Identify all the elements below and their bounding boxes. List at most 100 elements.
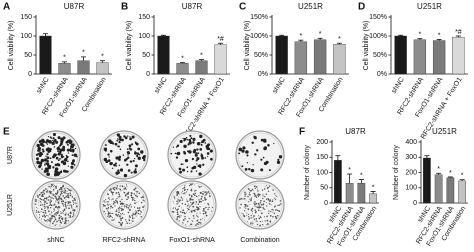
colony xyxy=(200,153,202,155)
colony xyxy=(116,139,119,142)
colony xyxy=(250,217,252,219)
colony xyxy=(250,215,252,217)
colony xyxy=(139,192,141,193)
colony xyxy=(193,148,197,152)
colony xyxy=(182,168,186,172)
colony xyxy=(52,132,57,137)
colony xyxy=(183,186,186,189)
colony xyxy=(182,192,184,194)
colony xyxy=(60,190,62,192)
bar xyxy=(458,180,466,204)
colony xyxy=(256,206,259,209)
y-tick-label: 0 xyxy=(413,200,417,207)
colony xyxy=(207,191,210,193)
colony xyxy=(56,187,57,189)
colony xyxy=(173,196,175,198)
colony xyxy=(174,198,176,200)
colony xyxy=(126,198,128,201)
colony xyxy=(49,220,51,223)
colony xyxy=(269,215,272,217)
colony xyxy=(252,223,254,225)
colony xyxy=(103,210,105,213)
colony xyxy=(177,215,180,218)
colony xyxy=(126,222,128,224)
bar xyxy=(195,60,208,75)
colony xyxy=(115,210,118,213)
colony xyxy=(134,190,135,191)
colony xyxy=(196,157,199,160)
colony xyxy=(186,170,189,173)
colony xyxy=(208,204,210,206)
colony xyxy=(66,188,68,190)
colony xyxy=(135,190,137,192)
colony xyxy=(190,210,193,213)
x-tick-label: shNC xyxy=(36,76,51,95)
colony xyxy=(249,194,251,196)
colony xyxy=(43,198,45,200)
colony xyxy=(117,169,120,172)
colony xyxy=(115,213,118,216)
row-label: U87R xyxy=(7,146,14,164)
colony xyxy=(177,202,179,204)
colony xyxy=(266,223,268,226)
colony xyxy=(126,185,128,187)
colony xyxy=(272,211,274,213)
colony xyxy=(116,133,120,137)
colony xyxy=(268,210,270,212)
column-label: Combination xyxy=(240,237,279,244)
colony xyxy=(44,208,46,210)
colony xyxy=(62,195,65,197)
colony xyxy=(190,170,193,173)
colony xyxy=(42,215,44,218)
colony xyxy=(43,212,45,214)
colony xyxy=(45,214,47,216)
colony xyxy=(259,224,261,227)
colony xyxy=(251,210,253,212)
colony xyxy=(47,219,49,221)
colony xyxy=(176,213,179,216)
colony xyxy=(39,161,43,165)
significance-mark: *# xyxy=(455,29,462,36)
significance-mark: * xyxy=(348,167,351,174)
colony xyxy=(260,204,263,206)
colony xyxy=(250,222,252,224)
colony xyxy=(250,209,253,211)
colony xyxy=(118,195,121,198)
colony xyxy=(118,187,120,189)
colony xyxy=(63,188,66,190)
colony xyxy=(55,185,57,188)
colony xyxy=(130,192,133,194)
colony xyxy=(117,196,119,198)
colony xyxy=(173,202,174,204)
colony xyxy=(62,205,65,207)
colony xyxy=(65,193,66,195)
colony xyxy=(178,205,180,207)
colony xyxy=(187,208,190,211)
colony xyxy=(195,170,198,172)
colony xyxy=(72,203,75,206)
colony xyxy=(170,152,173,155)
colony xyxy=(138,153,141,156)
colony xyxy=(121,212,124,215)
colony xyxy=(197,185,199,187)
colony xyxy=(124,207,126,209)
significance-mark: * xyxy=(82,50,85,57)
colony xyxy=(188,138,192,142)
colony xyxy=(265,160,269,164)
colony xyxy=(132,159,135,162)
colony xyxy=(264,220,266,222)
colony xyxy=(107,213,110,216)
colony xyxy=(177,208,179,210)
colony xyxy=(67,219,69,221)
colony xyxy=(181,198,183,200)
colony xyxy=(67,195,70,197)
colony xyxy=(128,197,130,199)
colony xyxy=(113,189,115,191)
colony xyxy=(197,152,200,155)
colony xyxy=(143,205,145,207)
colony xyxy=(196,214,198,216)
colony xyxy=(203,216,205,218)
colony xyxy=(262,156,265,159)
colony xyxy=(274,197,276,199)
colony xyxy=(257,188,258,190)
